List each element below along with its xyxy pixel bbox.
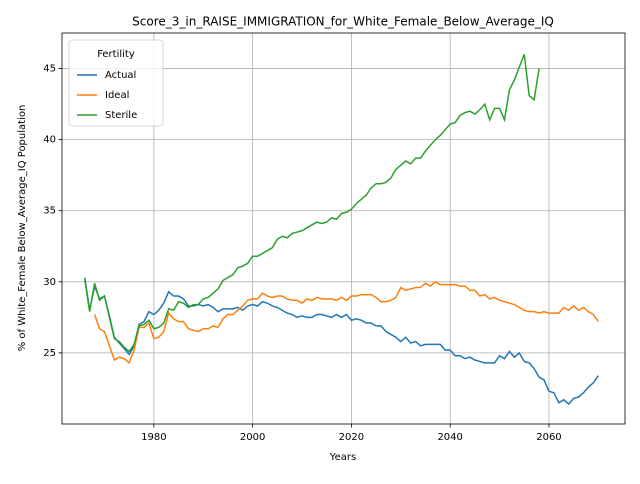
chart-title: Score_3_in_RAISE_IMMIGRATION_for_White_F… <box>132 15 554 29</box>
x-tick-label: 1980 <box>141 432 166 443</box>
data-line <box>83 277 599 406</box>
data-line <box>93 280 599 365</box>
x-tick-label: 2040 <box>437 432 462 443</box>
x-axis-label: Years <box>329 452 356 463</box>
legend-label: Sterile <box>105 110 137 121</box>
y-tick-label: 40 <box>43 135 56 146</box>
x-tick-label: 2060 <box>536 432 561 443</box>
legend-box <box>68 39 164 127</box>
plot-frame <box>61 32 626 425</box>
y-tick-label: 45 <box>43 64 56 75</box>
y-tick-label: 35 <box>43 206 56 217</box>
x-tick-label: 2020 <box>339 432 364 443</box>
legend-label: Ideal <box>105 90 129 101</box>
y-tick-label: 30 <box>43 277 56 288</box>
y-axis-label: % of White_Female Below_Average_IQ Popul… <box>17 105 28 352</box>
data-line <box>83 54 540 353</box>
legend-title: Fertility <box>97 49 135 60</box>
y-tick-label: 25 <box>43 348 56 359</box>
legend-label: Actual <box>105 70 136 81</box>
x-tick-label: 2000 <box>240 432 265 443</box>
